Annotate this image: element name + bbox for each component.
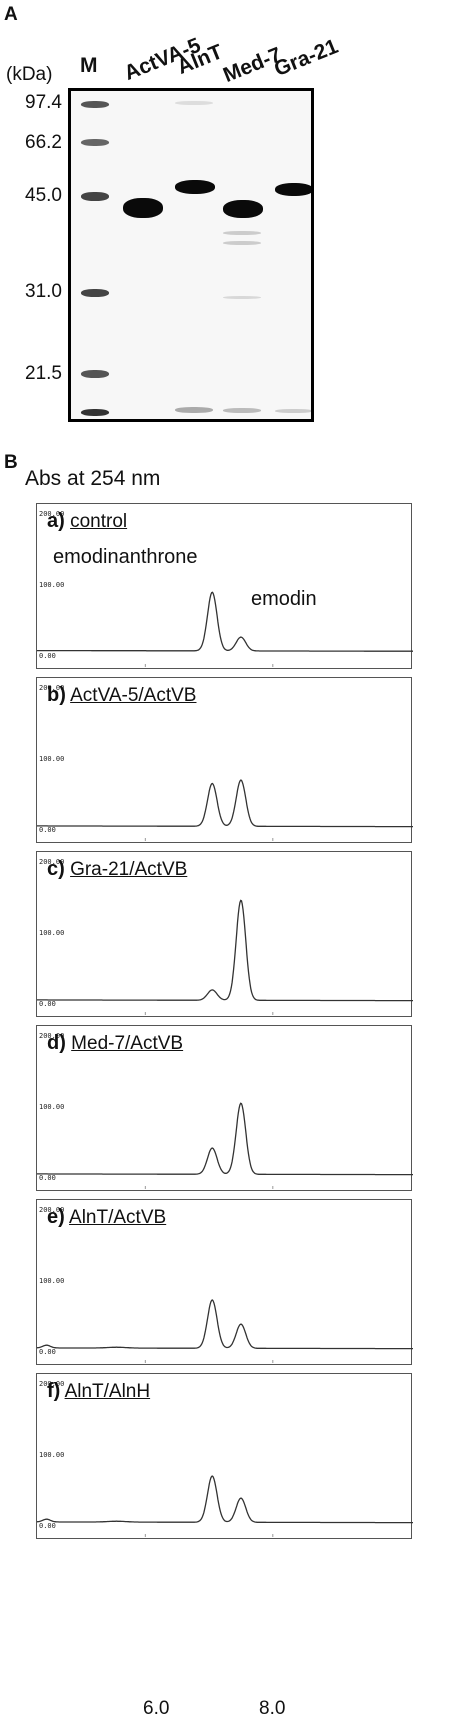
trace-svg (37, 1200, 413, 1366)
marker-band-21 (81, 370, 109, 378)
series-line (37, 592, 413, 651)
faint-band (275, 409, 313, 413)
trace-svg (37, 1374, 413, 1540)
faint-band (223, 231, 261, 235)
chromatogram-panel: 200.00 100.00 0.00 e) AlnT/ActVB (36, 1199, 412, 1365)
chromatogram-panel: 200.00 100.00 0.00 f) AlnT/AlnH (36, 1373, 412, 1539)
trace-svg (37, 852, 413, 1018)
trace-svg (37, 504, 413, 670)
x-tick-label-6: 6.0 (143, 1698, 169, 1720)
peak-label-emodin: emodin (251, 588, 317, 611)
marker-band-31 (81, 289, 109, 297)
peak-label-emodinanthrone: emodinanthrone (53, 546, 198, 569)
band-alnt (175, 180, 215, 194)
marker-band-bottom (81, 409, 109, 416)
marker-label-45: 45.0 (0, 185, 62, 207)
marker-band-45 (81, 192, 109, 201)
kda-header: (kDa) (6, 64, 52, 86)
series-line (37, 1103, 413, 1174)
marker-label-31: 31.0 (0, 281, 62, 303)
chromatogram-panel: 200.00 100.00 0.00 a) control emodinanthrone… (36, 503, 412, 669)
band-actva5 (123, 198, 163, 218)
lane-label-gra21: Gra-21 (271, 35, 342, 82)
series-line (37, 900, 413, 1000)
sds-page-gel (68, 88, 314, 422)
marker-band-97 (81, 101, 109, 108)
trace-svg (37, 1026, 413, 1192)
faint-band (223, 296, 261, 299)
panel-a-letter: A (4, 4, 18, 26)
faint-band (223, 241, 261, 245)
faint-band (175, 407, 213, 413)
y-axis-label: Abs at 254 nm (25, 467, 160, 491)
series-line (37, 1300, 413, 1349)
faint-band (175, 101, 213, 105)
series-line (37, 1476, 413, 1523)
marker-band-66 (81, 139, 109, 146)
faint-band (223, 408, 261, 413)
chromatogram-panel: 200.00 100.00 0.00 b) ActVA-5/ActVB (36, 677, 412, 843)
panel-b-letter: B (4, 452, 18, 474)
chromatogram-panel: 200.00 100.00 0.00 d) Med-7/ActVB (36, 1025, 412, 1191)
lane-label-m: M (80, 54, 98, 78)
trace-svg (37, 678, 413, 844)
band-gra21 (275, 183, 313, 196)
chromatogram-panel: 200.00 100.00 0.00 c) Gra-21/ActVB (36, 851, 412, 1017)
marker-label-21: 21.5 (0, 363, 62, 385)
marker-label-66: 66.2 (0, 132, 62, 154)
band-med7 (223, 200, 263, 218)
series-line (37, 780, 413, 827)
marker-label-97: 97.4 (0, 92, 62, 114)
x-tick-label-8: 8.0 (259, 1698, 285, 1720)
